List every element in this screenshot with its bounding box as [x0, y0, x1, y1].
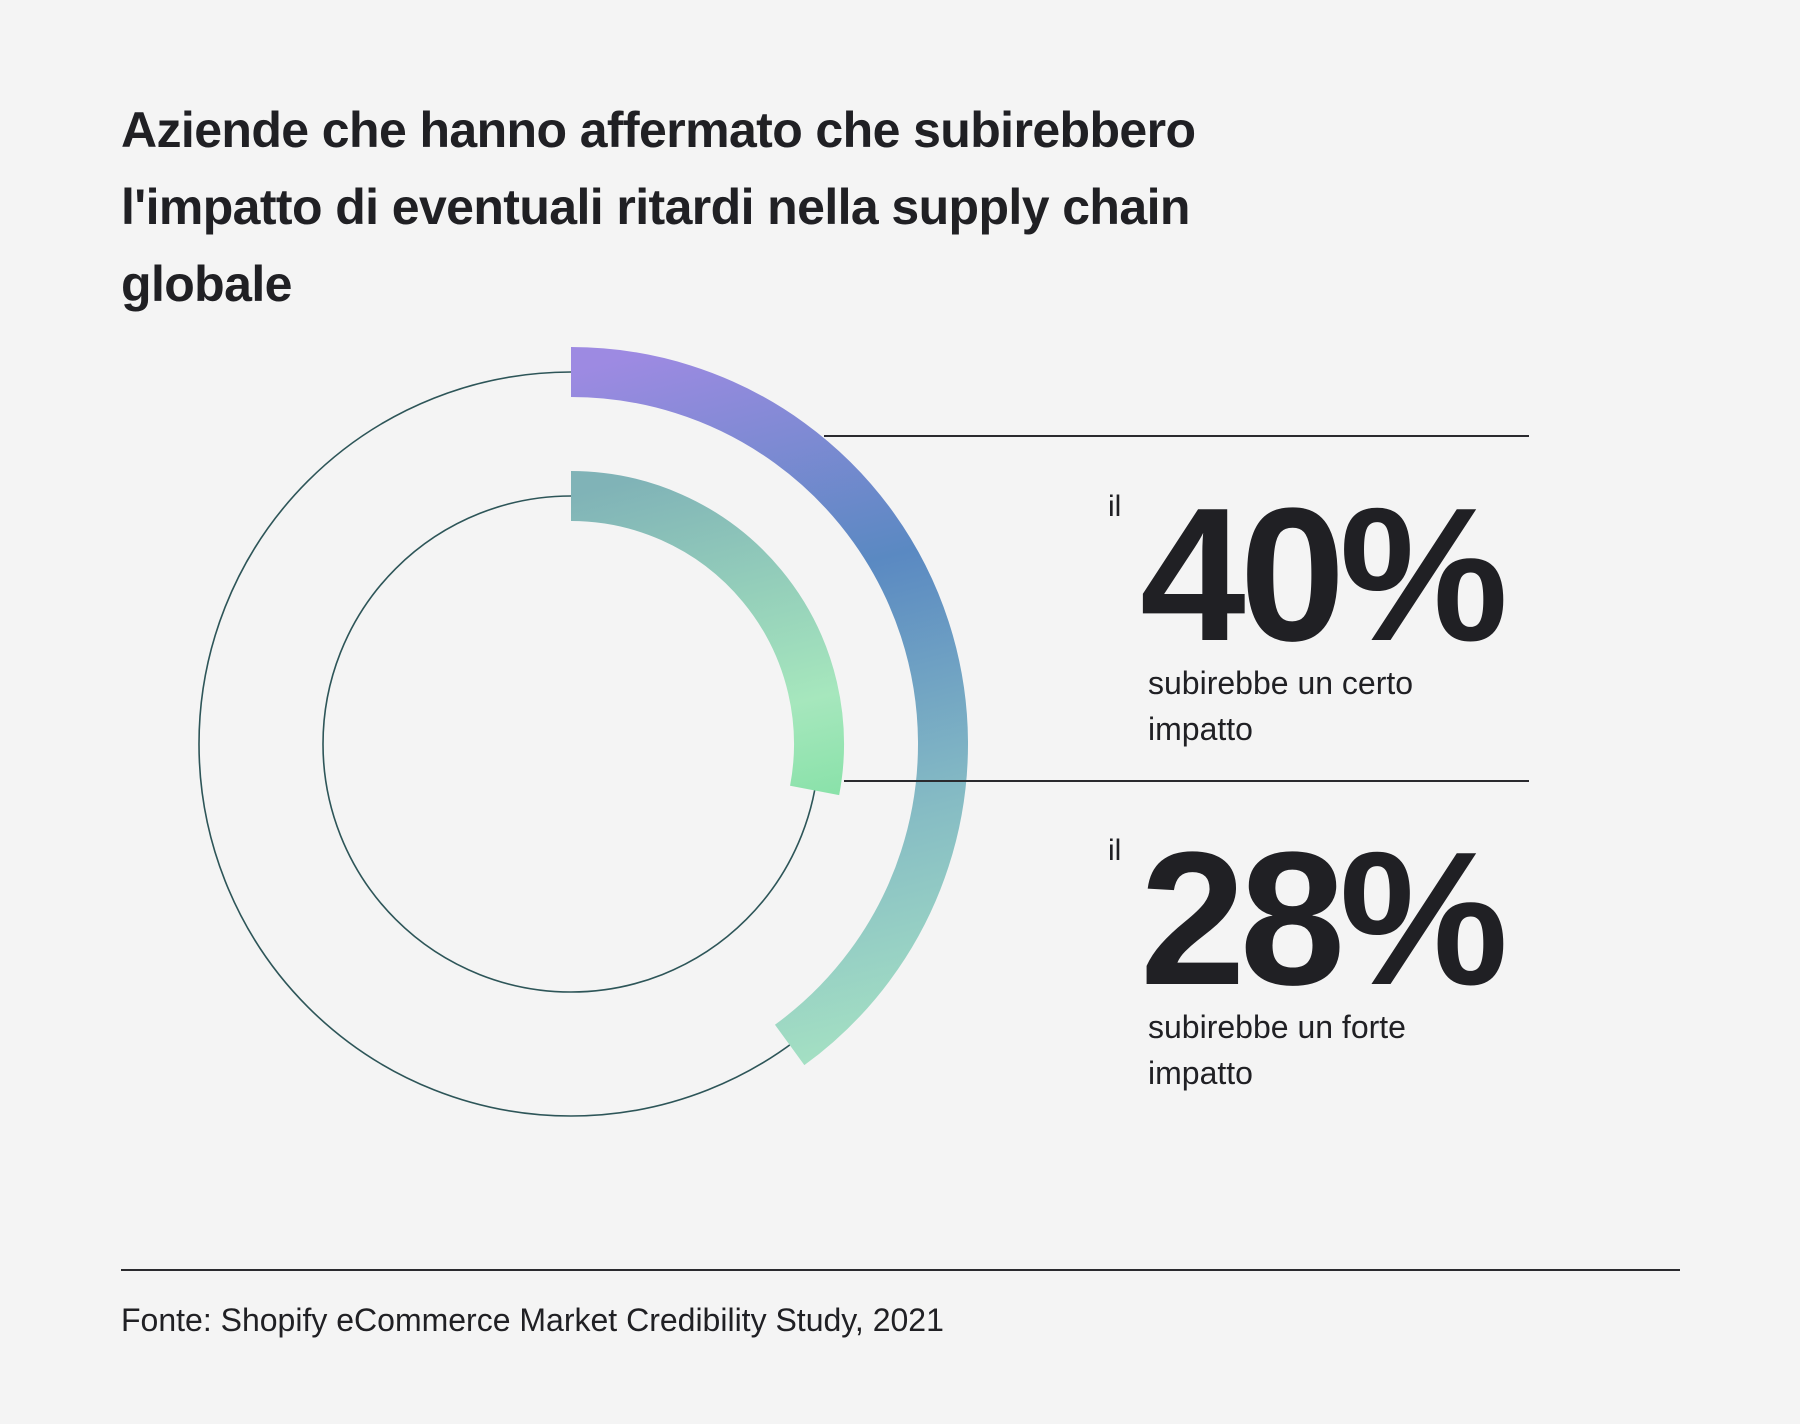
arc [570, 347, 968, 1066]
value-prefix: il [1108, 490, 1122, 523]
value-label: 40% [1140, 469, 1508, 681]
category-label: subirebbe un forte impatto [1148, 1009, 1406, 1091]
arc [570, 471, 844, 796]
chart-title: Aziende che hanno affermato che subirebb… [121, 102, 1196, 312]
value-label: 28% [1140, 813, 1508, 1025]
category-label: subirebbe un certo impatto [1148, 665, 1414, 747]
value-prefix: il [1108, 834, 1122, 867]
source: Fonte: Shopify eCommerce Market Credibil… [121, 1302, 944, 1338]
